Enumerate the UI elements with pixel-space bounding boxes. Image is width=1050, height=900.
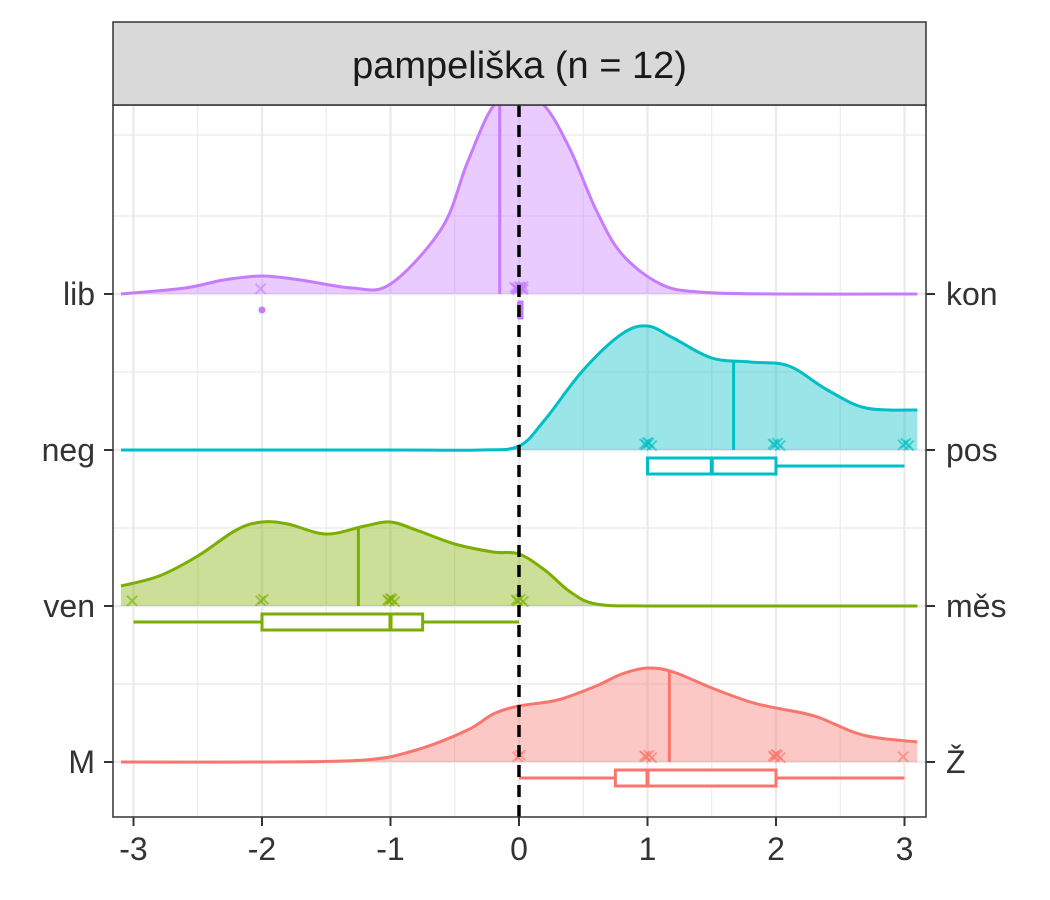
density-curve [120, 324, 918, 452]
facet-strip [112, 21, 927, 106]
y-tick-label-right: Ž [946, 744, 966, 780]
x-tick-label: 1 [639, 831, 657, 867]
data-point [638, 750, 651, 762]
data-point [254, 283, 267, 295]
facet-title: pampeliška (n = 12) [352, 45, 687, 87]
box-outlier [258, 306, 266, 314]
x-tick-label: -3 [119, 831, 147, 867]
x-tick-label: 2 [767, 831, 785, 867]
data-point [770, 748, 782, 761]
ridge-ven-měs [120, 520, 918, 632]
y-tick-label-right: kon [946, 276, 998, 312]
box-iqr [613, 768, 778, 788]
density-curve [120, 520, 918, 608]
y-tick-label-right: pos [946, 432, 998, 468]
data-point [257, 593, 270, 605]
data-point [384, 592, 397, 605]
y-tick-label-left: ven [43, 588, 95, 624]
box-iqr [260, 612, 425, 632]
y-tick-label-left: M [68, 744, 95, 780]
density-area [121, 325, 918, 451]
data-point [897, 751, 909, 763]
density-area [121, 521, 918, 607]
density-curve [120, 666, 918, 764]
data-point [767, 438, 779, 450]
data-point [126, 595, 138, 607]
data-point [641, 436, 654, 449]
y-tick-label-left: neg [42, 432, 95, 468]
x-tick-label: 0 [510, 831, 528, 867]
y-tick-label-right: měs [946, 588, 1006, 624]
y-tick-label-left: lib [63, 276, 95, 312]
ridge-neg-pos [120, 324, 918, 476]
x-tick-label: -1 [376, 831, 404, 867]
x-tick-label: -2 [248, 831, 276, 867]
x-tick-label: 3 [896, 831, 914, 867]
data-point [902, 439, 915, 452]
